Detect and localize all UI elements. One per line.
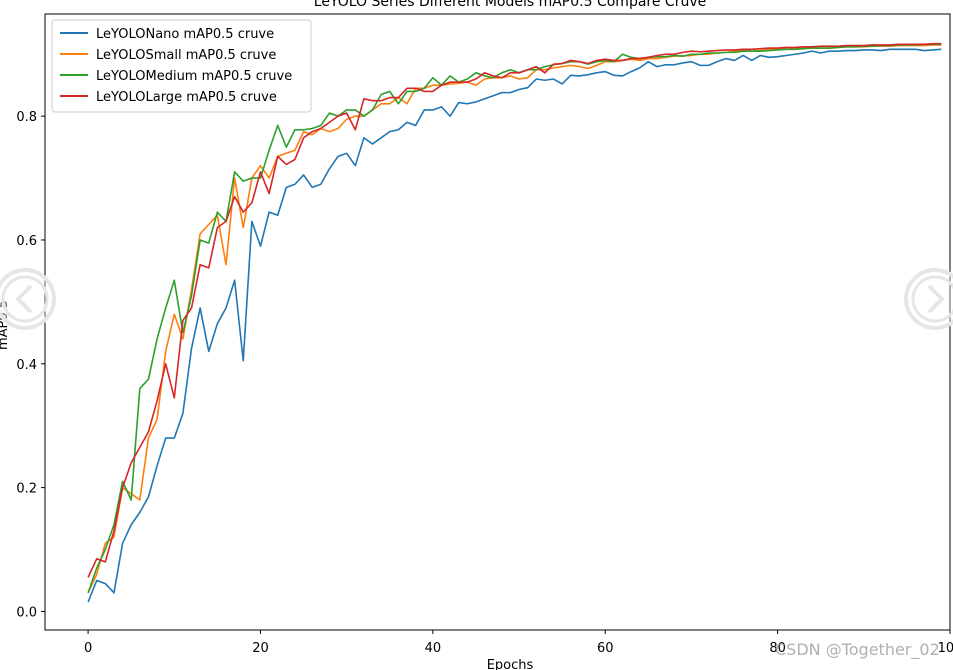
x-tick-label: 100: [938, 641, 953, 656]
y-tick-label: 0.8: [16, 110, 37, 125]
watermark: CSDN @Together_02: [775, 640, 940, 659]
x-tick-label: 0: [84, 641, 92, 656]
legend-label: LeYOLOMedium mAP0.5 cruve: [96, 69, 292, 84]
legend-frame: [51, 19, 312, 113]
previous-image-button[interactable]: [0, 262, 56, 336]
x-tick-label: 60: [597, 641, 614, 656]
legend-label: LeYOLONano mAP0.5 cruve: [96, 27, 274, 42]
series-line-2: [87, 44, 942, 594]
x-tick-label: 20: [252, 641, 269, 656]
chart-title: LeYOLO Series Different Models mAP0.5 Co…: [314, 0, 706, 10]
y-tick-label: 0.0: [16, 605, 37, 620]
legend-label: LeYOLOLarge mAP0.5 cruve: [96, 90, 277, 105]
series-line-1: [87, 48, 942, 603]
series-line-3: [87, 43, 942, 594]
x-axis-label: Epochs: [487, 658, 534, 670]
series-line-4: [87, 42, 942, 578]
next-image-button[interactable]: [897, 262, 953, 336]
y-tick-label: 0.2: [16, 482, 37, 497]
y-tick-label: 0.6: [16, 234, 37, 249]
legend-label: LeYOLOSmall mAP0.5 cruve: [96, 48, 276, 63]
y-axis-label: mAP0.5: [0, 300, 11, 350]
chevron-left-circle-icon: [0, 268, 56, 330]
y-tick-label: 0.4: [16, 358, 37, 373]
legend: LeYOLONano mAP0.5 cruve LeYOLOSmall mAP0.…: [51, 19, 312, 113]
x-tick-label: 40: [425, 641, 442, 656]
chevron-right-circle-icon: [904, 268, 953, 330]
x-tick-label: 80: [769, 641, 786, 656]
